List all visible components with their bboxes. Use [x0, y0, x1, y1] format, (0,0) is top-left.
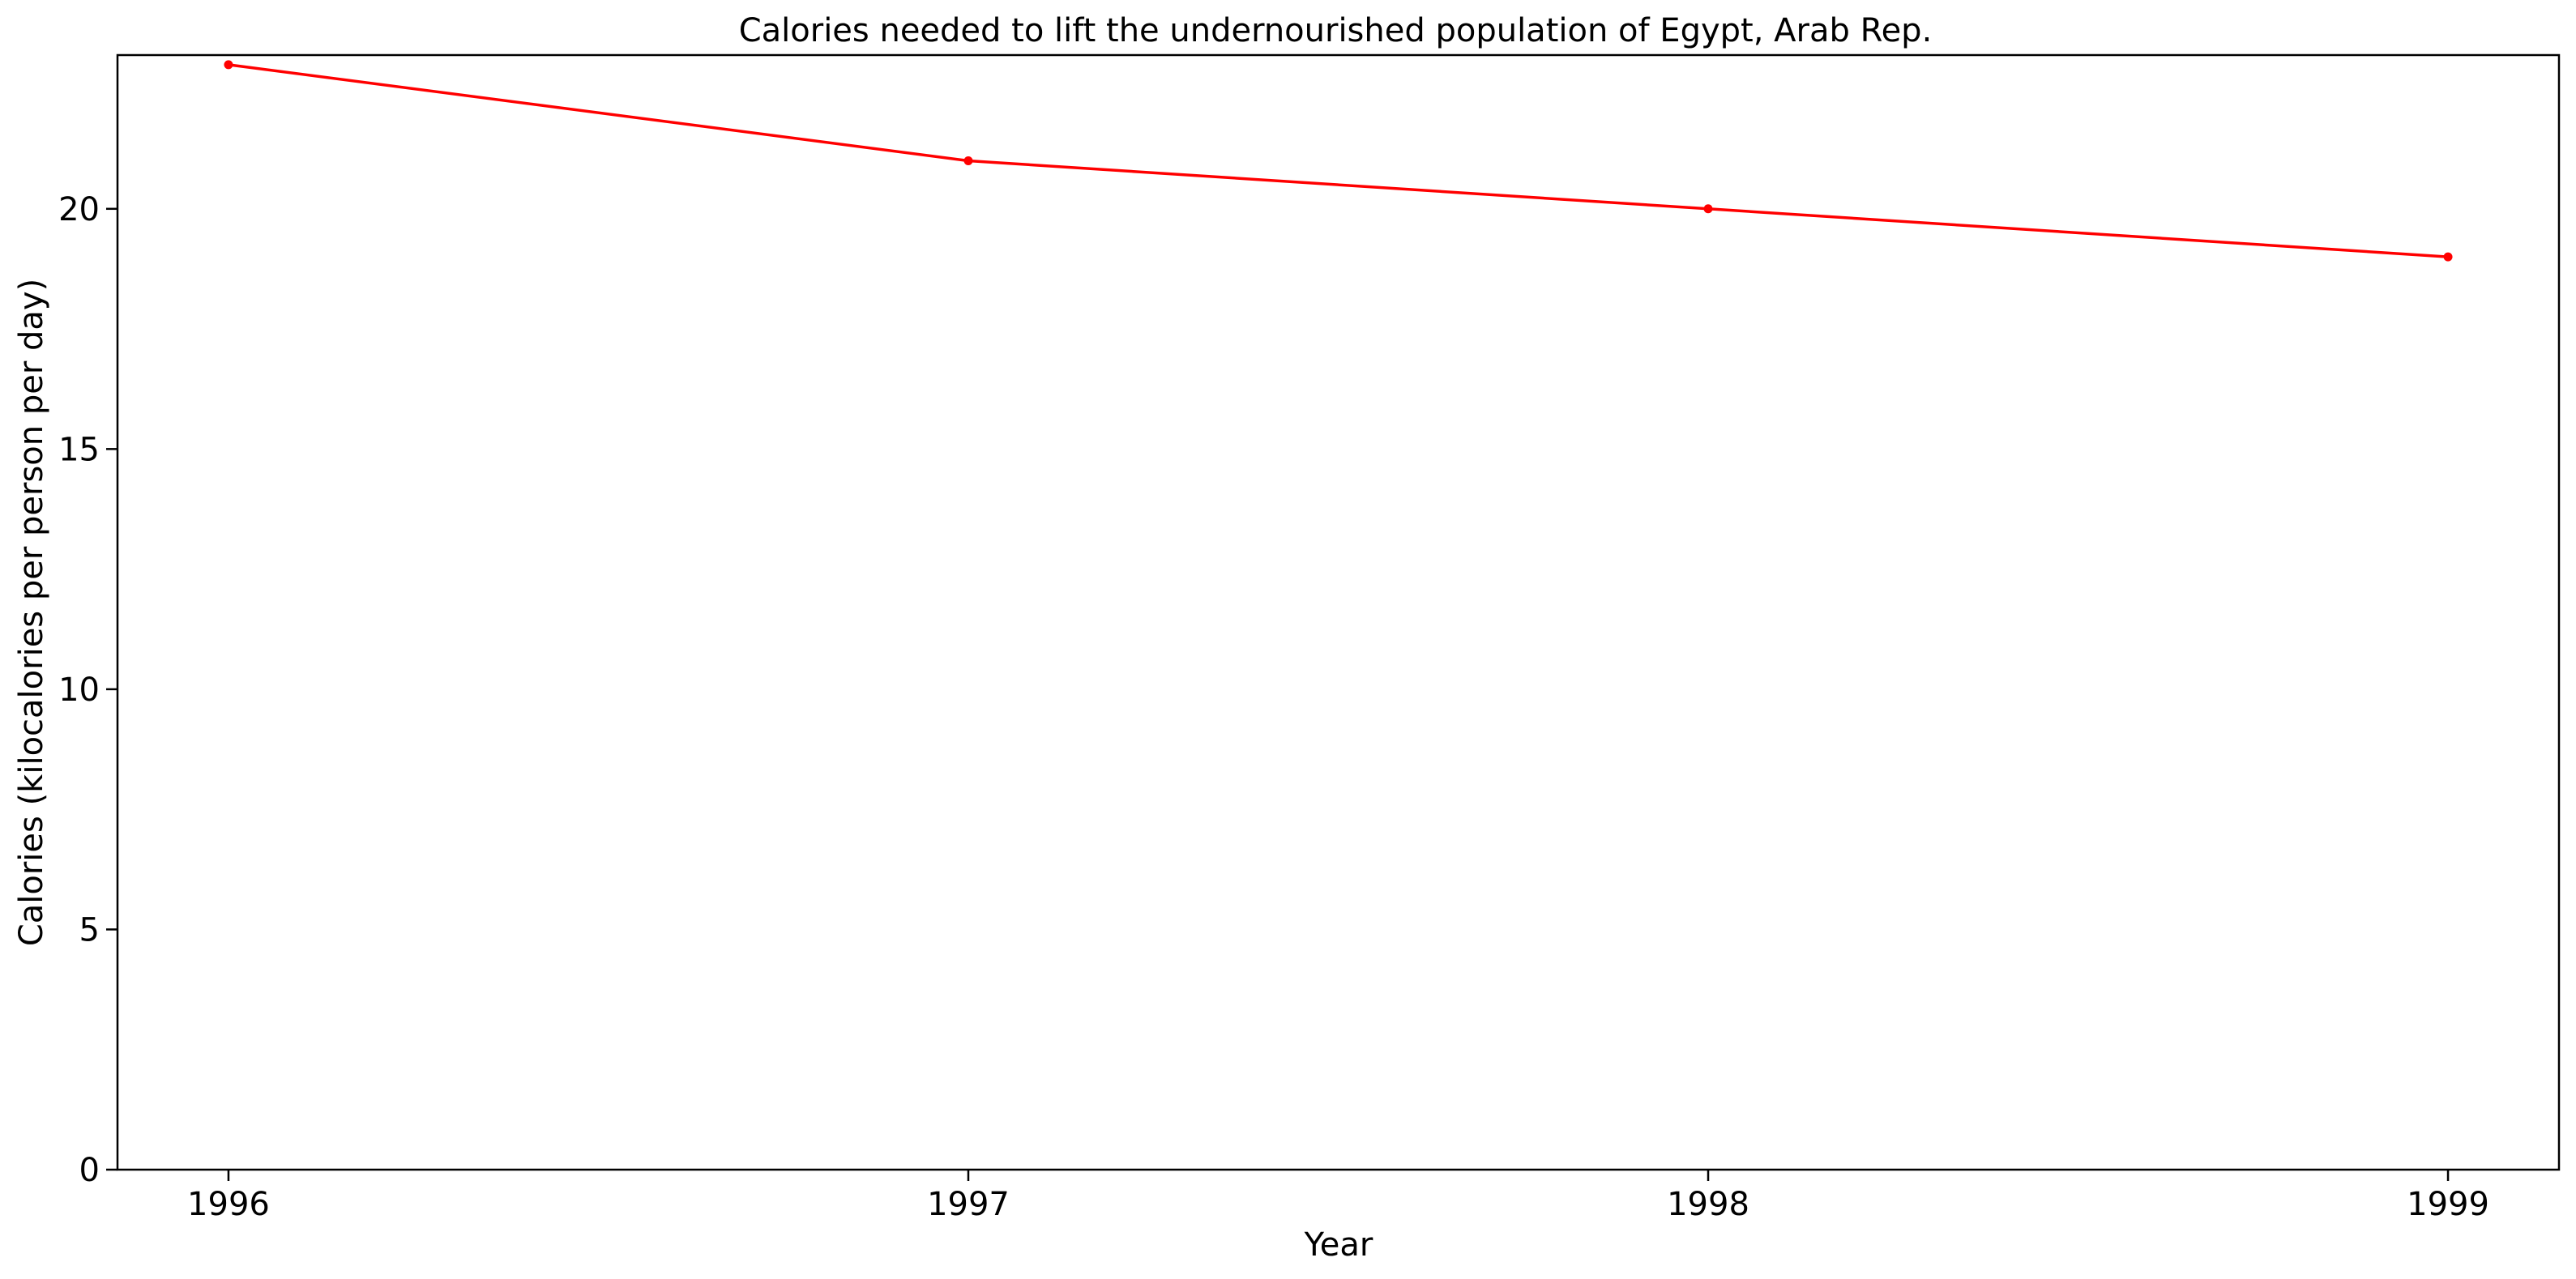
y-tick-label: 20	[58, 191, 100, 228]
y-axis-label: Calories (kilocalories per person per da…	[13, 279, 50, 946]
data-point	[2443, 252, 2453, 262]
y-tick-label: 15	[58, 431, 100, 468]
data-point	[963, 156, 973, 165]
series-line	[228, 63, 2449, 258]
y-axis: 0 5 10 15 20	[58, 191, 117, 1189]
x-axis: 1996 1997 1998 1999	[187, 1170, 2489, 1223]
x-tick-label: 1998	[1667, 1186, 1749, 1223]
data-point	[1703, 204, 1713, 214]
y-tick-label: 10	[58, 671, 100, 709]
x-axis-label: Year	[1304, 1226, 1373, 1264]
data-point	[224, 60, 233, 70]
x-tick-label: 1996	[187, 1186, 270, 1223]
y-tick-label: 5	[79, 911, 100, 949]
plot-area	[224, 60, 2453, 262]
plot-frame	[116, 53, 2561, 1171]
y-tick-label: 0	[79, 1152, 100, 1189]
x-tick-label: 1999	[2407, 1186, 2489, 1223]
x-tick-label: 1997	[927, 1186, 1010, 1223]
chart-title: Calories needed to lift the undernourish…	[739, 12, 1933, 49]
